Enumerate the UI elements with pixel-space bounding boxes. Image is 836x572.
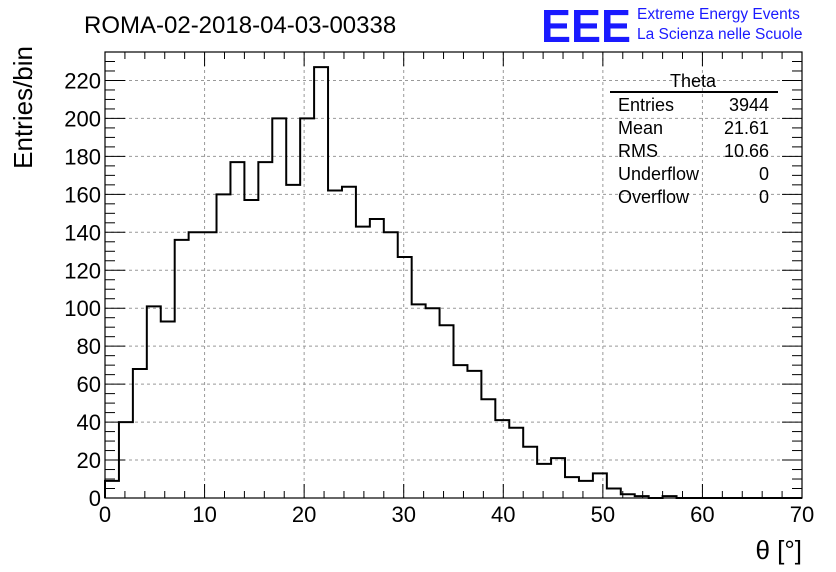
stats-box-title: Theta: [670, 71, 717, 91]
y-tick-labels: 0 20 40 60 80 100 120 140 160 180 200 220: [64, 68, 101, 511]
y-tick-label: 180: [64, 144, 101, 169]
stats-value-mean: 21.61: [724, 118, 769, 138]
stats-value-underflow: 0: [759, 164, 769, 184]
y-axis-label: Entries/bin: [8, 46, 38, 169]
org-name-line1: Extreme Energy Events: [637, 6, 800, 23]
y-tick-label: 120: [64, 258, 101, 283]
x-axis-label: θ [°]: [755, 535, 802, 565]
x-tick-label: 60: [690, 502, 714, 527]
x-tick-label: 10: [192, 502, 216, 527]
x-tick-label: 50: [591, 502, 615, 527]
x-tick-label: 70: [790, 502, 814, 527]
y-tick-label: 80: [77, 334, 101, 359]
grid: [105, 52, 802, 498]
stats-label-underflow: Underflow: [618, 164, 700, 184]
y-tick-label: 0: [89, 486, 101, 511]
stats-label-mean: Mean: [618, 118, 663, 138]
y-tick-label: 140: [64, 220, 101, 245]
y-tick-label: 100: [64, 296, 101, 321]
histogram-series: [104, 66, 802, 499]
stats-value-rms: 10.66: [724, 141, 769, 161]
stats-value-entries: 3944: [729, 95, 769, 115]
y-tick-label: 200: [64, 106, 101, 131]
plot-frame: [104, 51, 803, 499]
stats-label-entries: Entries: [618, 95, 674, 115]
stats-box: Theta Entries 3944 Mean 21.61 RMS 10.66 …: [610, 71, 778, 207]
x-tick-label: 30: [391, 502, 415, 527]
x-tick-label: 40: [491, 502, 515, 527]
x-tick-labels: 0 10 20 30 40 50 60 70: [99, 502, 814, 527]
y-tick-label: 60: [77, 372, 101, 397]
y-tick-label: 220: [64, 68, 101, 93]
x-tick-label: 20: [292, 502, 316, 527]
y-tick-label: 40: [77, 410, 101, 435]
x-tick-label: 0: [99, 502, 111, 527]
stats-value-overflow: 0: [759, 187, 769, 207]
y-tick-label: 20: [77, 448, 101, 473]
eee-logo: EEE: [541, 0, 631, 52]
org-name-line2: La Scienza nelle Scuole: [637, 26, 802, 43]
stats-label-overflow: Overflow: [618, 187, 690, 207]
stats-label-rms: RMS: [618, 141, 658, 161]
chart-title: ROMA-02-2018-04-03-00338: [84, 12, 396, 39]
y-tick-label: 160: [64, 182, 101, 207]
